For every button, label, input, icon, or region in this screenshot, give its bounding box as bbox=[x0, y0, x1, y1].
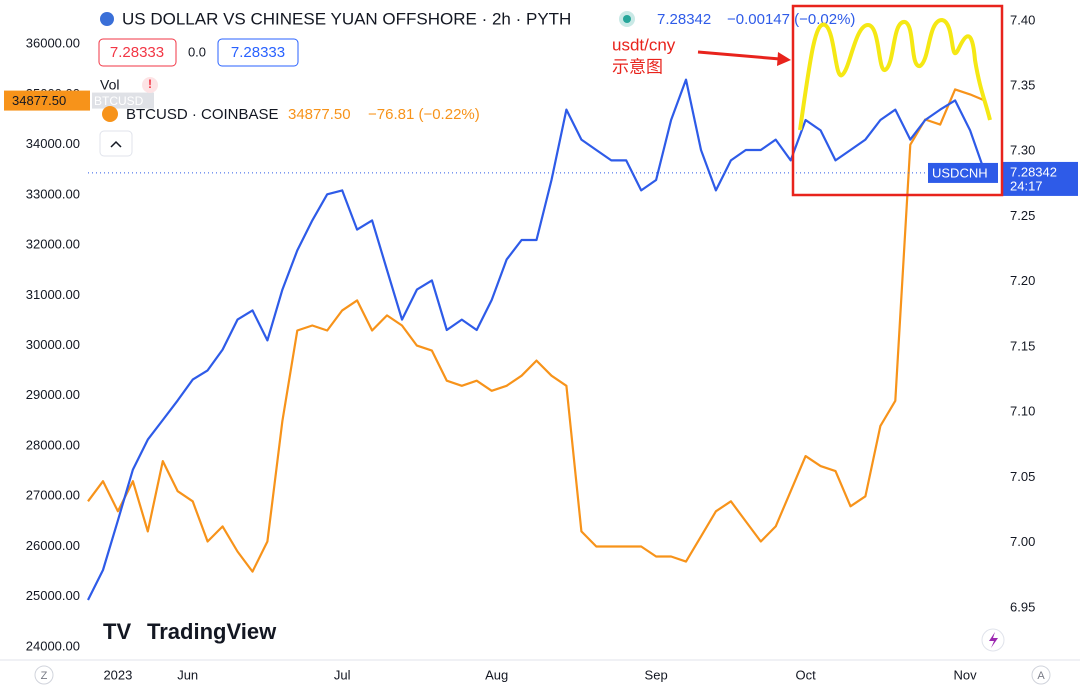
left-tag-name-bg bbox=[92, 92, 154, 109]
y2-tick-label: 7.35 bbox=[1010, 78, 1035, 93]
y2-tick-label: 7.10 bbox=[1010, 404, 1035, 419]
y-tick-label: 32000.00 bbox=[26, 237, 80, 252]
y-tick-label: 29000.00 bbox=[26, 387, 80, 402]
x-tick-label: Oct bbox=[796, 667, 817, 682]
overlay-change: −76.81 (−0.22%) bbox=[368, 106, 480, 123]
auto-icon: A bbox=[1037, 670, 1045, 682]
lightning-icon bbox=[989, 632, 998, 648]
y-tick-label: 36000.00 bbox=[26, 36, 80, 51]
left-price-tag bbox=[4, 90, 90, 111]
y-tick-label: 26000.00 bbox=[26, 538, 80, 553]
y2-tick-label: 7.25 bbox=[1010, 208, 1035, 223]
plot-area: 24000.00 25000.00 26000.00 27000.00 28000.00… bbox=[4, 12, 1078, 682]
x-tick-label: Sep bbox=[645, 667, 668, 682]
series-line bbox=[87, 88, 986, 573]
y2-tick-label: 7.30 bbox=[1010, 143, 1035, 158]
right-price-tag bbox=[1002, 161, 1078, 196]
y2-tick-label: 7.15 bbox=[1010, 338, 1035, 353]
zoom-button[interactable] bbox=[34, 665, 54, 685]
warning-mark: ! bbox=[148, 77, 152, 91]
overlay-label: BTCUSD · COINBASE bbox=[126, 106, 279, 123]
right-tag-name-bg bbox=[928, 162, 998, 183]
volume-label: Vol bbox=[100, 77, 119, 93]
auto-scale-button[interactable] bbox=[1031, 665, 1051, 685]
warning-icon[interactable] bbox=[142, 77, 158, 93]
y2-tick-label: 7.20 bbox=[1010, 273, 1035, 288]
series-line bbox=[87, 78, 987, 601]
chart-title: US DOLLAR VS CHINESE YUAN OFFSHORE · 2h … bbox=[122, 9, 571, 28]
y2-tick-label: 7.05 bbox=[1010, 469, 1035, 484]
right-tag-name: USDCNH bbox=[932, 165, 988, 180]
collapse-button[interactable] bbox=[99, 130, 133, 157]
y2-tick-label: 7.40 bbox=[1010, 12, 1035, 27]
zoom-icon: Z bbox=[41, 670, 48, 682]
btc-icon bbox=[102, 106, 118, 122]
x-tick-label: Jun bbox=[177, 667, 198, 682]
annotation: usdt/cny bbox=[612, 35, 676, 54]
bid[interactable]: 7.28333 bbox=[110, 44, 164, 61]
y-tick-label: 33000.00 bbox=[26, 186, 80, 201]
x-tick-label: Nov bbox=[954, 667, 978, 682]
y-tick-label: 34000.00 bbox=[26, 136, 80, 151]
y-tick-label: 28000.00 bbox=[26, 437, 80, 452]
collapse-icon bbox=[110, 140, 122, 148]
arrow-head bbox=[777, 52, 791, 66]
logo-mark: TV bbox=[103, 619, 131, 644]
y2-tick-label: 7.00 bbox=[1010, 534, 1035, 549]
right-price-tag-text: 7.28342 bbox=[1010, 164, 1057, 179]
x-tick-label: Aug bbox=[485, 667, 508, 682]
annotation-arrow bbox=[697, 50, 781, 61]
flag-icon bbox=[100, 12, 114, 26]
y-tick-label: 31000.00 bbox=[26, 287, 80, 302]
logo: TradingView bbox=[147, 619, 277, 644]
x-tick-label: 2023 bbox=[103, 667, 132, 682]
x-tick-label: Jul bbox=[334, 667, 351, 682]
y-tick-label: 24000.00 bbox=[26, 638, 80, 653]
y2-tick-label: 6.95 bbox=[1010, 599, 1035, 614]
annotation-sub: 示意图 bbox=[612, 57, 663, 76]
right-price-timer: 24:17 bbox=[1010, 178, 1043, 193]
sell-button[interactable] bbox=[98, 38, 177, 67]
change: −0.00147 (−0.02%) bbox=[727, 11, 855, 28]
y-tick-label: 30000.00 bbox=[26, 337, 80, 352]
y-tick-label: 25000.00 bbox=[26, 588, 80, 603]
spread: 0.0 bbox=[188, 44, 206, 59]
highlight-box bbox=[791, 4, 1004, 197]
y-tick-label: 27000.00 bbox=[26, 488, 80, 503]
overlay-quote: 34877.50 bbox=[288, 106, 351, 123]
quote: 7.28342 bbox=[657, 11, 711, 28]
ask[interactable]: 7.28333 bbox=[231, 44, 285, 61]
status-dot bbox=[623, 15, 631, 23]
left-tag-name: BTCUSD bbox=[94, 94, 144, 108]
buy-button[interactable] bbox=[217, 38, 299, 67]
usdt-cny-sketch bbox=[798, 17, 992, 131]
left-price-tag-text: 34877.50 bbox=[12, 93, 66, 108]
